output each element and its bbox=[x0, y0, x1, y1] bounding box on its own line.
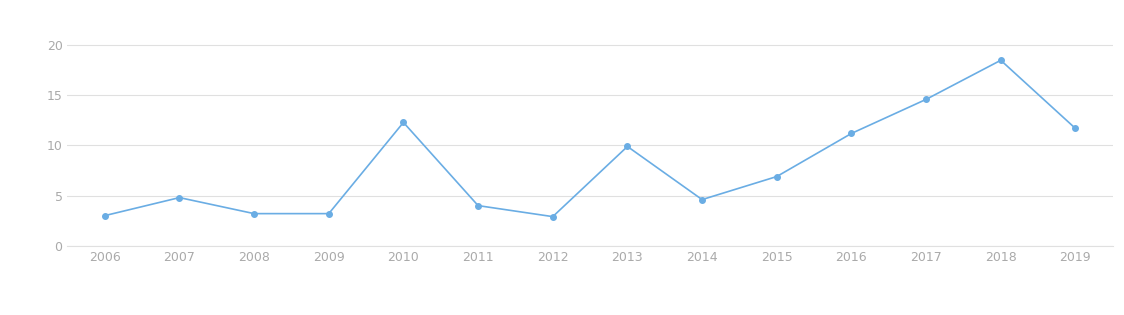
Legend: Interest Coverage Ratio: Interest Coverage Ratio bbox=[490, 314, 690, 315]
